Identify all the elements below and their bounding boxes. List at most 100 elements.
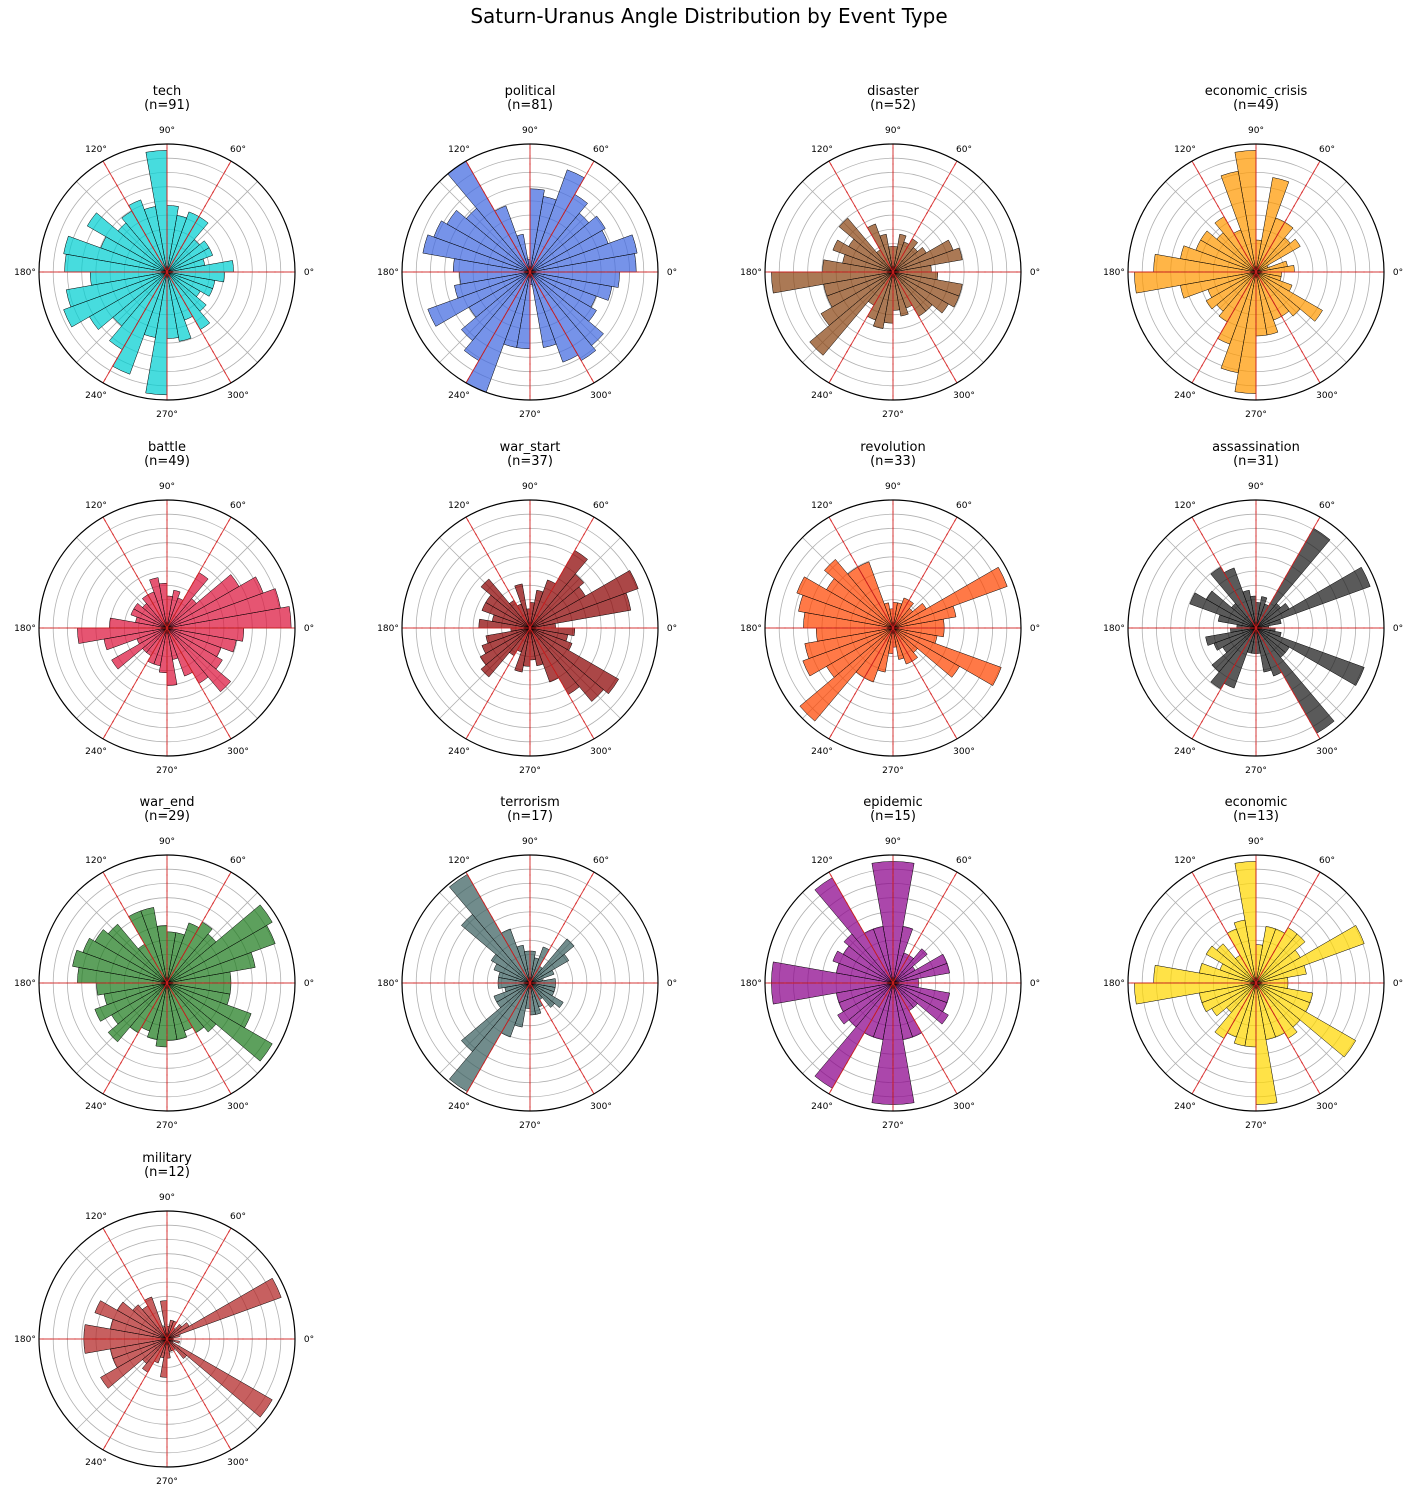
angle-tick-label: 300° [227,391,249,401]
panel-title: battle [148,440,186,455]
aspect-line [828,516,958,740]
panel-sample-size: (n=81) [507,98,553,113]
angle-tick-label: 120° [1174,145,1196,155]
polar-frame [401,854,659,1112]
polar-bar [166,1338,180,1344]
polar-bar [100,1338,168,1389]
polar-bar [529,215,606,273]
panel-sample-size: (n=13) [1233,809,1279,824]
angle-tick-label: 300° [1316,747,1338,757]
angle-tick-label: 0° [1393,624,1403,634]
polar-bar [1255,177,1290,273]
panel-sample-size: (n=17) [507,809,553,824]
polar-bar [892,239,954,273]
angle-tick-label: 270° [519,766,541,776]
angle-tick-label: 60° [593,501,609,511]
angle-tick-label: 270° [1245,1121,1267,1131]
polar-bar [1255,596,1268,629]
panel-title: terrorism [500,795,560,810]
aspect-line [102,516,232,740]
polar-bar [892,953,948,984]
panel-title: military [142,1151,192,1166]
angle-tick-label: 180° [1103,979,1125,989]
polar-chart-war_start: war_start(n=37) 0° 60° 90° 120° 180° 240° 270° 3… [377,440,677,776]
angle-tick-label: 120° [448,501,470,511]
polar-frame [38,854,296,1112]
panel-sample-size: (n=91) [144,98,190,113]
polar-bar [529,627,573,651]
panel-sample-size: (n=29) [144,809,190,824]
angle-tick-label: 270° [519,1121,541,1131]
polar-bar [529,982,564,1009]
polar-bar [1205,945,1257,984]
angle-tick-label: 270° [1245,410,1267,420]
angle-tick-label: 90° [885,126,901,136]
polar-bar [892,948,928,984]
angle-tick-label: 240° [448,747,470,757]
angle-tick-label: 120° [811,856,833,866]
aspect-line [465,871,595,1095]
polar-bar [798,594,894,629]
polar-bar [166,574,240,629]
angle-tick-label: 120° [1174,856,1196,866]
panel-sample-size: (n=33) [870,454,916,469]
polar-bar [166,1323,183,1340]
polar-frame [1127,499,1385,757]
polar-bar [529,589,544,629]
polar-bar [529,627,620,695]
polar-bar [166,1319,174,1340]
panel-title: revolution [860,440,925,455]
angle-tick-label: 300° [1316,391,1338,401]
angle-tick-label: 240° [85,1458,107,1468]
angle-tick-label: 120° [811,145,833,155]
polar-chart-disaster: disaster(n=52) 0° 60° 90° 120° 180° 240° 270° 30… [740,84,1040,420]
aspect-line [1191,871,1321,1095]
polar-bar [838,217,894,273]
polar-bar [166,1322,190,1340]
panel-title: economic [1225,795,1288,810]
angle-tick-label: 120° [448,856,470,866]
polar-bar [872,271,894,330]
angle-tick-label: 0° [1393,979,1403,989]
angle-tick-label: 270° [882,766,904,776]
polar-bar [166,240,210,273]
angle-tick-label: 300° [227,1458,249,1468]
angle-tick-label: 0° [667,979,677,989]
angle-tick-label: 60° [230,145,246,155]
angle-tick-label: 180° [377,979,399,989]
angle-tick-label: 240° [811,391,833,401]
polar-bar [166,982,252,1029]
polar-frame [38,1210,296,1468]
angle-tick-label: 270° [156,410,178,420]
polar-chart-tech: tech(n=91) 0° 60° 90° 120° 180° 240° 270° 300° [14,84,314,420]
polar-chart-economic: economic(n=13) 0° 60° 90° 120° 180° 240° 270° 30… [1103,795,1403,1131]
angle-tick-label: 90° [159,837,175,847]
angle-tick-label: 300° [227,1102,249,1112]
polar-bar [111,627,168,670]
angle-tick-label: 300° [590,391,612,401]
angle-tick-label: 60° [956,856,972,866]
polar-frame [764,499,1022,757]
polar-chart-epidemic: epidemic(n=15) 0° 60° 90° 120° 180° 240° 270° 30… [740,795,1040,1131]
angle-tick-label: 120° [1174,501,1196,511]
polar-bar [1220,170,1257,273]
polar-bar [892,246,927,273]
aspect-line [465,160,595,384]
polar-bar [514,627,531,673]
polar-bar [892,602,927,629]
polar-bar [892,566,1008,629]
angle-tick-label: 270° [156,766,178,776]
polar-bar [1255,271,1293,292]
polar-chart-military: military(n=12) 0° 60° 90° 120° 180° 240° 270° 30… [14,1151,314,1487]
angle-tick-label: 60° [593,856,609,866]
polar-chart-political: political(n=81) 0° 60° 90° 120° 180° 240° 270° 3… [377,84,677,420]
angle-tick-label: 120° [85,145,107,155]
angle-tick-label: 0° [1030,624,1040,634]
polar-bar [1213,627,1257,651]
panel-title: disaster [867,84,919,99]
angle-tick-label: 0° [304,268,314,278]
polar-chart-battle: battle(n=49) 0° 60° 90° 120° 180° 240° 270° 300° [14,440,314,776]
angle-tick-label: 60° [956,501,972,511]
angle-tick-label: 300° [227,747,249,757]
